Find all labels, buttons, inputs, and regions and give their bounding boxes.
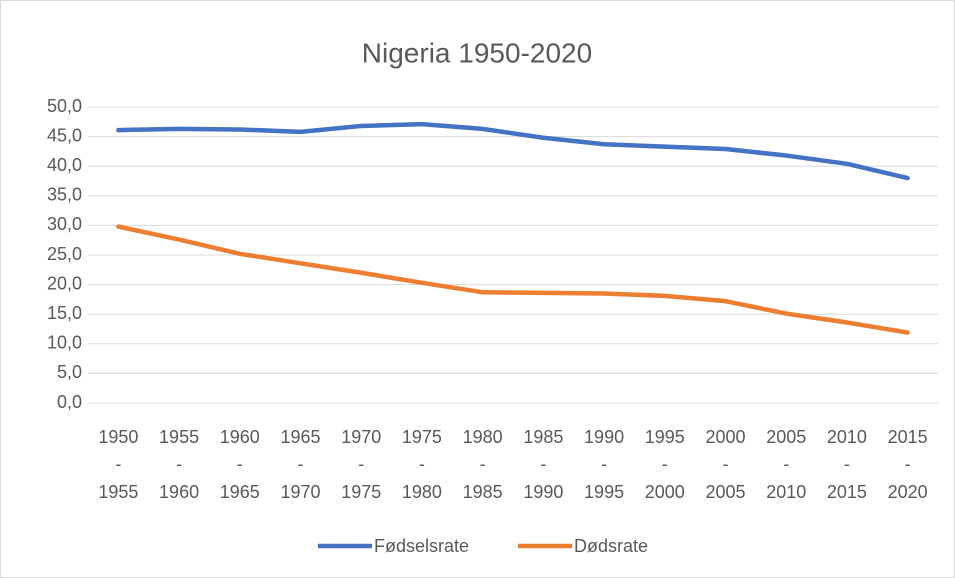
- x-tick-label: 1980 -1985: [463, 427, 503, 502]
- y-tick-label: 20,0: [47, 273, 82, 293]
- x-tick-label: 1960 -1965: [220, 427, 260, 502]
- y-tick-label: 30,0: [47, 214, 82, 234]
- x-tick-label: 1955 -1960: [159, 427, 199, 502]
- x-tick-label: 1965 -1970: [280, 427, 320, 502]
- series-line: [116, 121, 910, 181]
- y-tick-label: 0,0: [57, 392, 82, 412]
- chart-title: Nigeria 1950-2020: [362, 37, 592, 68]
- y-tick-label: 35,0: [47, 185, 82, 205]
- x-tick-label: 2005 -2010: [766, 427, 806, 502]
- series-line: [116, 224, 910, 335]
- x-tick-label: 2000 -2005: [705, 427, 745, 502]
- y-tick-label: 15,0: [47, 303, 82, 323]
- x-tick-label: 1990 -1995: [584, 427, 624, 502]
- legend-label: Dødsrate: [574, 536, 648, 556]
- x-tick-label: 1985 -1990: [523, 427, 563, 502]
- x-tick-label: 2015 -2020: [888, 427, 928, 502]
- x-tick-label: 1995 -2000: [645, 427, 685, 502]
- y-tick-label: 25,0: [47, 244, 82, 264]
- y-tick-label: 45,0: [47, 125, 82, 145]
- y-tick-label: 5,0: [57, 362, 82, 382]
- y-tick-label: 40,0: [47, 155, 82, 175]
- x-tick-label: 1970 -1975: [341, 427, 381, 502]
- y-tick-label: 10,0: [47, 333, 82, 353]
- x-tick-label: 2010 -2015: [827, 427, 867, 502]
- x-tick-label: 1975 -1980: [402, 427, 442, 502]
- x-tick-label: 1950 -1955: [98, 427, 138, 502]
- y-tick-label: 50,0: [47, 96, 82, 116]
- legend-label: Fødselsrate: [374, 536, 469, 556]
